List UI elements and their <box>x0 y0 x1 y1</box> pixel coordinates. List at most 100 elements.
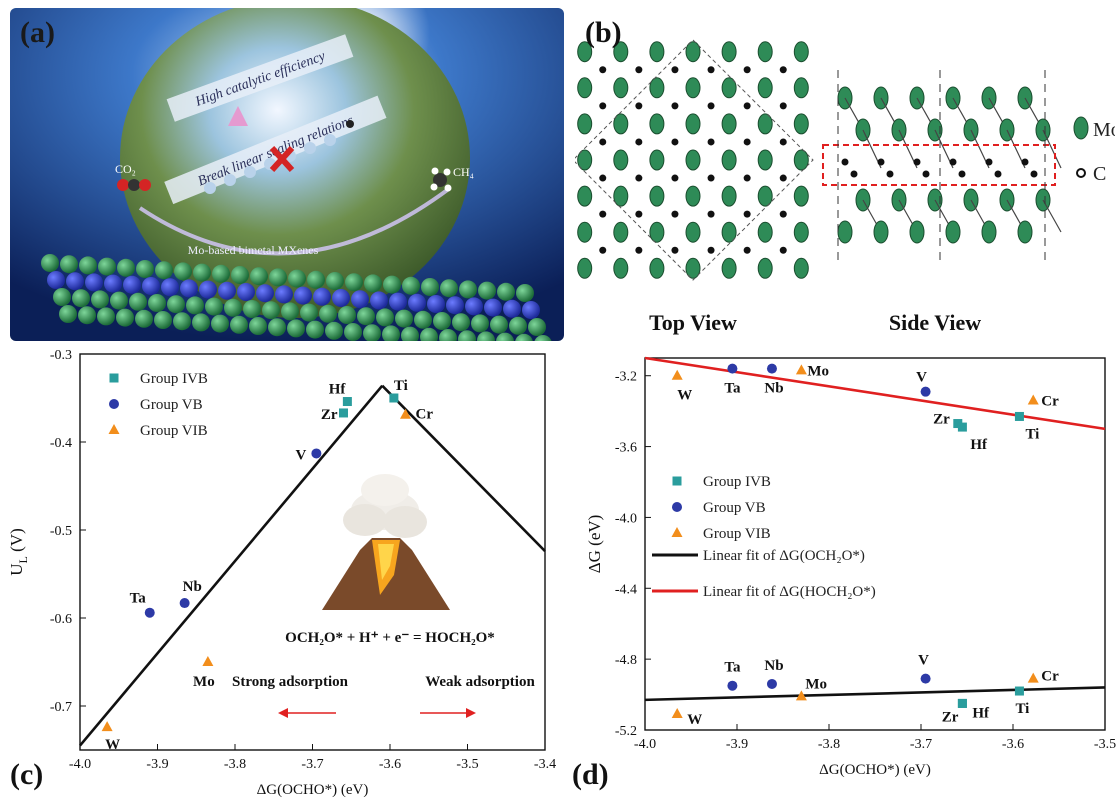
point-label: W <box>105 737 120 753</box>
mo-atom <box>613 77 629 99</box>
highlight-box <box>822 144 1056 186</box>
point-label: Hf <box>970 437 988 453</box>
slab-atom <box>212 264 230 283</box>
x-tick-label: -3.9 <box>726 737 748 752</box>
slab-atom <box>98 257 116 276</box>
slab-atom <box>186 296 204 315</box>
slab-atom <box>262 301 280 320</box>
slab-atom <box>237 283 255 301</box>
slab-atom <box>300 303 318 322</box>
slab-atom <box>534 335 552 341</box>
x-tick-label: -3.4 <box>534 757 556 772</box>
mo-atom <box>577 113 593 135</box>
slab-atom <box>376 308 394 327</box>
data-point-square <box>339 408 348 418</box>
slab-atom <box>41 254 59 272</box>
mo-atom <box>649 185 665 207</box>
slab-atom <box>490 315 508 334</box>
plot-frame <box>644 357 1106 731</box>
slab-atom <box>110 291 128 310</box>
point-label: Ta <box>724 381 741 397</box>
volcano-line <box>381 384 546 553</box>
mo-atom <box>757 185 773 207</box>
data-point-circle <box>727 363 738 374</box>
c-atom <box>958 170 966 178</box>
x-axis-label: ΔG(OCHO*) (eV) <box>819 762 931 778</box>
mo-atom <box>793 77 809 99</box>
x-tick-label: -4.0 <box>634 737 656 752</box>
slab-atom <box>478 281 496 300</box>
slab-atom <box>401 326 419 341</box>
data-point-circle <box>920 386 931 397</box>
slab-atom <box>275 285 293 304</box>
slab-atom <box>509 316 527 335</box>
panel-c-chart: -4.0 -3.9 -3.8 -3.7 -3.6 -3.5 -3.4 -0.3 -0.4 -0.5… <box>0 340 560 799</box>
slab-atom <box>79 256 97 275</box>
data-point-circle <box>144 607 155 618</box>
y-tick-label: -0.4 <box>50 436 72 451</box>
data-point-square <box>953 419 963 429</box>
left-arrow-head <box>278 708 288 718</box>
point-label: Nb <box>764 381 783 397</box>
slab-atom <box>477 331 495 341</box>
slab-atom <box>135 309 153 328</box>
c-atom <box>707 66 715 74</box>
mo-atom <box>793 149 809 171</box>
slab-atom <box>440 279 458 298</box>
data-point-triangle <box>101 721 113 732</box>
point-label: W <box>677 388 692 404</box>
top-view-lattice <box>572 39 814 281</box>
y-tick-label: -0.3 <box>50 348 72 363</box>
mo-atom <box>613 41 629 63</box>
mo-atom <box>613 221 629 243</box>
ch4-molecule-icon <box>430 167 452 192</box>
mo-atom <box>981 220 997 244</box>
c-atom <box>599 102 607 110</box>
data-point-triangle <box>671 369 683 380</box>
slab-atom <box>250 267 268 286</box>
data-point-square <box>389 393 399 403</box>
slab-atom <box>439 329 457 341</box>
bond <box>1042 129 1062 169</box>
mo-atom <box>793 185 809 207</box>
x-tick-label: -3.5 <box>456 757 478 772</box>
data-point-triangle <box>202 656 214 666</box>
y-tick-label: -3.6 <box>615 441 637 456</box>
c-atom <box>779 66 787 74</box>
panel-d-chart: -4.0 -3.9 -3.8 -3.7 -3.6 -3.5 -3.2 -3.6 -4.0 -4.4… <box>560 340 1120 799</box>
mo-atom <box>793 221 809 243</box>
mo-legend-label: Mo <box>1093 119 1115 141</box>
mo-atom <box>649 221 665 243</box>
mo-atom <box>721 185 737 207</box>
data-point-triangle <box>1027 394 1039 405</box>
mo-atom <box>685 41 701 63</box>
weak-adsorption-label: Weak adsorption <box>425 674 535 690</box>
panel-b-structure: Mo C Top View Side View <box>572 10 1120 340</box>
c-atom <box>671 138 679 146</box>
c-atom <box>671 174 679 182</box>
slab-atom <box>224 298 242 317</box>
c-atom <box>599 210 607 218</box>
panel-a-letter: (a) <box>20 16 55 49</box>
mo-atom <box>577 41 593 63</box>
legend-entry: Group VB <box>703 500 766 516</box>
c-atom <box>779 246 787 254</box>
slab-atom <box>174 262 192 281</box>
legend-entry: Linear fit of ΔG(OCH₂O*) <box>703 548 865 564</box>
side-view-lattice <box>837 86 1062 244</box>
c-atom <box>707 174 715 182</box>
mo-atom <box>649 41 665 63</box>
slab-atom <box>231 266 249 284</box>
data-point-triangle <box>671 527 683 537</box>
slab-atom <box>420 327 438 341</box>
data-point-circle <box>727 680 738 691</box>
mo-atom <box>757 221 773 243</box>
slab-atom <box>59 305 77 323</box>
side-view-label: Side View <box>889 310 981 335</box>
c-atom <box>850 170 858 178</box>
legend-entry: Group VB <box>140 397 203 413</box>
x-tick-label: -3.6 <box>379 757 401 772</box>
slab-atom <box>161 278 179 297</box>
slab-atom <box>408 293 426 312</box>
mo-atom <box>685 113 701 135</box>
